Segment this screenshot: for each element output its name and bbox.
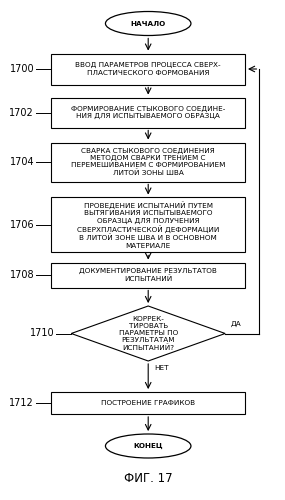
Text: 1702: 1702 [9,108,34,118]
FancyBboxPatch shape [51,392,245,414]
Text: НЕТ: НЕТ [154,365,168,371]
Text: СВАРКА СТЫКОВОГО СОЕДИНЕНИЯ
МЕТОДОМ СВАРКИ ТРЕНИЕМ С
ПЕРЕМЕШИВАНИЕМ С ФОРМИРОВАН: СВАРКА СТЫКОВОГО СОЕДИНЕНИЯ МЕТОДОМ СВАР… [71,148,225,176]
FancyBboxPatch shape [51,142,245,182]
Text: ПОСТРОЕНИЕ ГРАФИКОВ: ПОСТРОЕНИЕ ГРАФИКОВ [101,400,195,406]
FancyBboxPatch shape [51,198,245,252]
Text: 1706: 1706 [10,220,34,230]
Text: ДОКУМЕНТИРОВАНИЕ РЕЗУЛЬТАТОВ
ИСПЫТАНИЙ: ДОКУМЕНТИРОВАНИЕ РЕЗУЛЬТАТОВ ИСПЫТАНИЙ [79,268,217,282]
Text: ФОРМИРОВАНИЕ СТЫКОВОГО СОЕДИНЕ-
НИЯ ДЛЯ ИСПЫТЫВАЕМОГО ОБРАЗЦА: ФОРМИРОВАНИЕ СТЫКОВОГО СОЕДИНЕ- НИЯ ДЛЯ … [71,106,225,119]
Text: ВВОД ПАРАМЕТРОВ ПРОЦЕССА СВЕРХ-
ПЛАСТИЧЕСКОГО ФОРМОВАНИЯ: ВВОД ПАРАМЕТРОВ ПРОЦЕССА СВЕРХ- ПЛАСТИЧЕ… [76,62,221,76]
FancyBboxPatch shape [51,54,245,84]
Text: 1708: 1708 [10,270,34,280]
Text: 1712: 1712 [9,398,34,408]
Text: КОРРЕК-
ТИРОВАТЬ
ПАРАМЕТРЫ ПО
РЕЗУЛЬТАТАМ
ИСПЫТАНИЙ?: КОРРЕК- ТИРОВАТЬ ПАРАМЕТРЫ ПО РЕЗУЛЬТАТА… [119,316,178,352]
Text: ПРОВЕДЕНИЕ ИСПЫТАНИЙ ПУТЕМ
ВЫТЯГИВАНИЯ ИСПЫТЫВАЕМОГО
ОБРАЗЦА ДЛЯ ПОЛУЧЕНИЯ
СВЕРХ: ПРОВЕДЕНИЕ ИСПЫТАНИЙ ПУТЕМ ВЫТЯГИВАНИЯ И… [77,202,219,248]
Ellipse shape [105,434,191,458]
FancyBboxPatch shape [51,262,245,287]
Text: ДА: ДА [231,321,242,327]
Text: КОНЕЦ: КОНЕЦ [133,443,163,449]
FancyBboxPatch shape [51,98,245,128]
Text: 1704: 1704 [10,157,34,167]
Ellipse shape [105,12,191,36]
Polygon shape [71,306,225,361]
Text: 1710: 1710 [30,328,54,338]
Text: 1700: 1700 [10,64,34,74]
Text: НАЧАЛО: НАЧАЛО [131,20,166,26]
Text: ФИГ. 17: ФИГ. 17 [124,472,172,486]
